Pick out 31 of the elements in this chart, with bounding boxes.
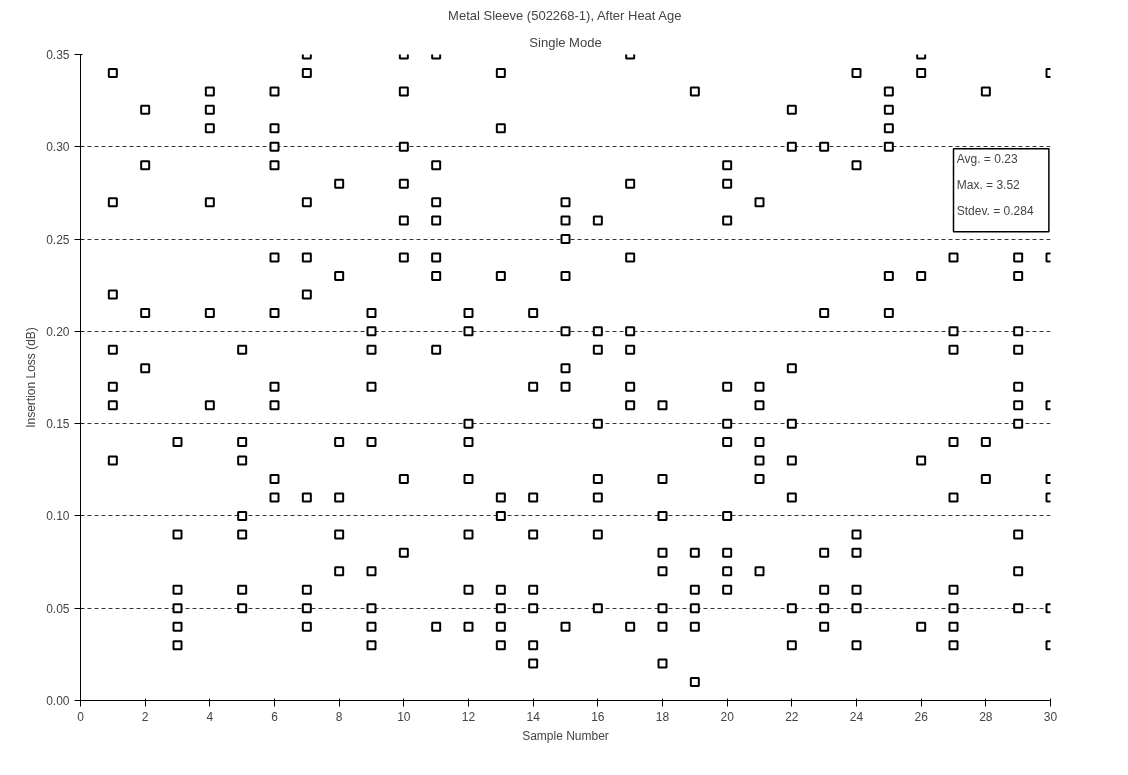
x-tick-label: 10 [397, 709, 411, 724]
x-tick-label: 6 [271, 709, 279, 724]
x-tick-label: 26 [914, 709, 929, 724]
y-tick-label: 0.05 [46, 601, 70, 616]
y-tick-label: 0.25 [46, 232, 70, 247]
y-tick-label: 0.35 [46, 48, 70, 62]
x-tick-label: 30 [1043, 709, 1058, 724]
x-tick-label: 4 [206, 709, 214, 724]
x-tick-label: 2 [141, 709, 149, 724]
x-axis-title: Sample Number [522, 728, 609, 743]
chart-title: Metal Sleeve (502268-1), After Heat Age [448, 7, 682, 23]
annotation: Avg. = 0.23 [956, 152, 1018, 167]
x-tick-label: 8 [335, 709, 343, 724]
x-tick-label: 18 [655, 709, 670, 724]
x-tick-label: 0 [77, 709, 85, 724]
x-tick-label: 22 [785, 709, 799, 724]
y-tick-label: 0.15 [46, 417, 70, 432]
x-tick-label: 12 [461, 709, 476, 724]
x-tick-label: 14 [526, 709, 541, 724]
y-tick-label: 0.00 [46, 694, 70, 708]
x-tick-label: 28 [979, 709, 993, 724]
x-tick-label: 20 [720, 709, 735, 724]
x-tick-label: 16 [591, 709, 605, 724]
chart-subtitle: Single Mode [529, 34, 602, 50]
y-axis-title: Insertion Loss (dB) [24, 327, 39, 428]
y-tick-label: 0.10 [46, 509, 70, 524]
x-tick-label: 24 [849, 709, 864, 724]
y-tick-label: 0.20 [46, 324, 70, 339]
annotation: Stdev. = 0.284 [956, 204, 1034, 218]
annotation: Max. = 3.52 [956, 178, 1021, 193]
y-tick-label: 0.30 [46, 140, 70, 155]
